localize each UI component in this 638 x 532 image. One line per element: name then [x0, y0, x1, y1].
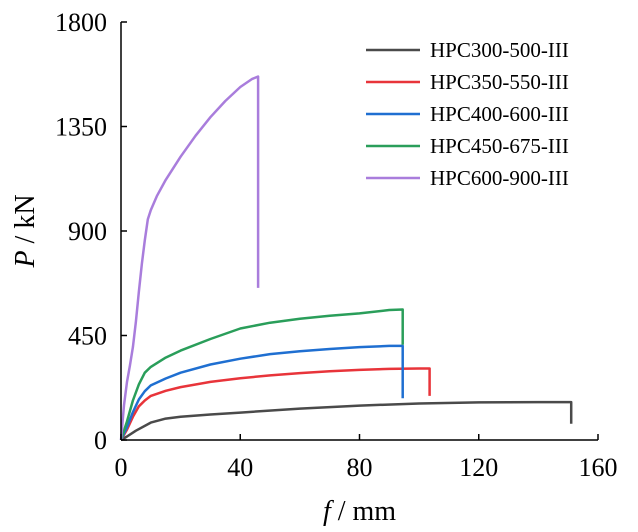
x-tick-label: 160	[579, 453, 618, 482]
x-tick-label: 0	[115, 453, 128, 482]
axes: 0 40 80 120 160 0 450 900 1350 1800 f / mm P / kN	[10, 8, 618, 527]
legend-label: HPC450-675-III	[430, 134, 569, 158]
series-line-2	[119, 367, 431, 441]
legend-label: HPC600-900-III	[430, 166, 569, 190]
y-tick-label: 0	[94, 426, 107, 455]
x-tick-label: 80	[347, 453, 373, 482]
series-line-5	[119, 75, 260, 441]
y-tick-label: 900	[68, 217, 107, 246]
y-axis-title: P / kN	[10, 194, 41, 268]
legend: HPC300-500-III HPC350-550-III HPC400-600-I…	[366, 38, 569, 190]
legend-label: HPC350-550-III	[430, 70, 569, 94]
y-tick-label: 450	[68, 322, 107, 351]
series-line-1	[120, 400, 573, 442]
y-tick-label: 1350	[55, 113, 107, 142]
plot-area	[119, 75, 573, 442]
legend-label: HPC400-600-III	[430, 102, 569, 126]
x-axis-title: f / mm	[323, 496, 396, 527]
legend-label: HPC300-500-III	[430, 38, 569, 62]
series-line-3	[119, 344, 404, 441]
series-line-4	[119, 308, 404, 441]
x-tick-label: 40	[227, 453, 253, 482]
y-tick-label: 1800	[55, 8, 107, 37]
x-tick-label: 120	[459, 453, 498, 482]
